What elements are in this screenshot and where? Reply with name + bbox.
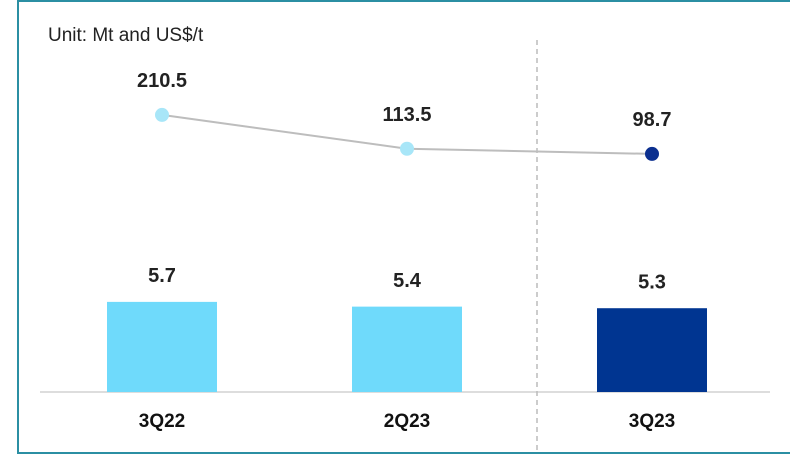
data-label: 210.5: [137, 70, 187, 92]
data-label: 5.4: [393, 270, 422, 292]
x-tick-label: 3Q22: [139, 411, 185, 432]
x-tick-label: 3Q23: [629, 411, 675, 432]
point: [400, 141, 414, 156]
data-label: 113.5: [383, 104, 432, 126]
data-label: 5.3: [638, 271, 666, 293]
bar: [352, 306, 462, 392]
point: [645, 146, 659, 161]
point: [155, 107, 169, 122]
x-tick-label: 2Q23: [384, 411, 430, 432]
bar: [597, 308, 707, 392]
frame: [17, 0, 790, 454]
unit-label: Unit: Mt and US$/t: [48, 25, 204, 46]
bar: [107, 301, 217, 392]
data-label: 5.7: [148, 265, 176, 287]
data-label: 98.7: [633, 109, 672, 131]
